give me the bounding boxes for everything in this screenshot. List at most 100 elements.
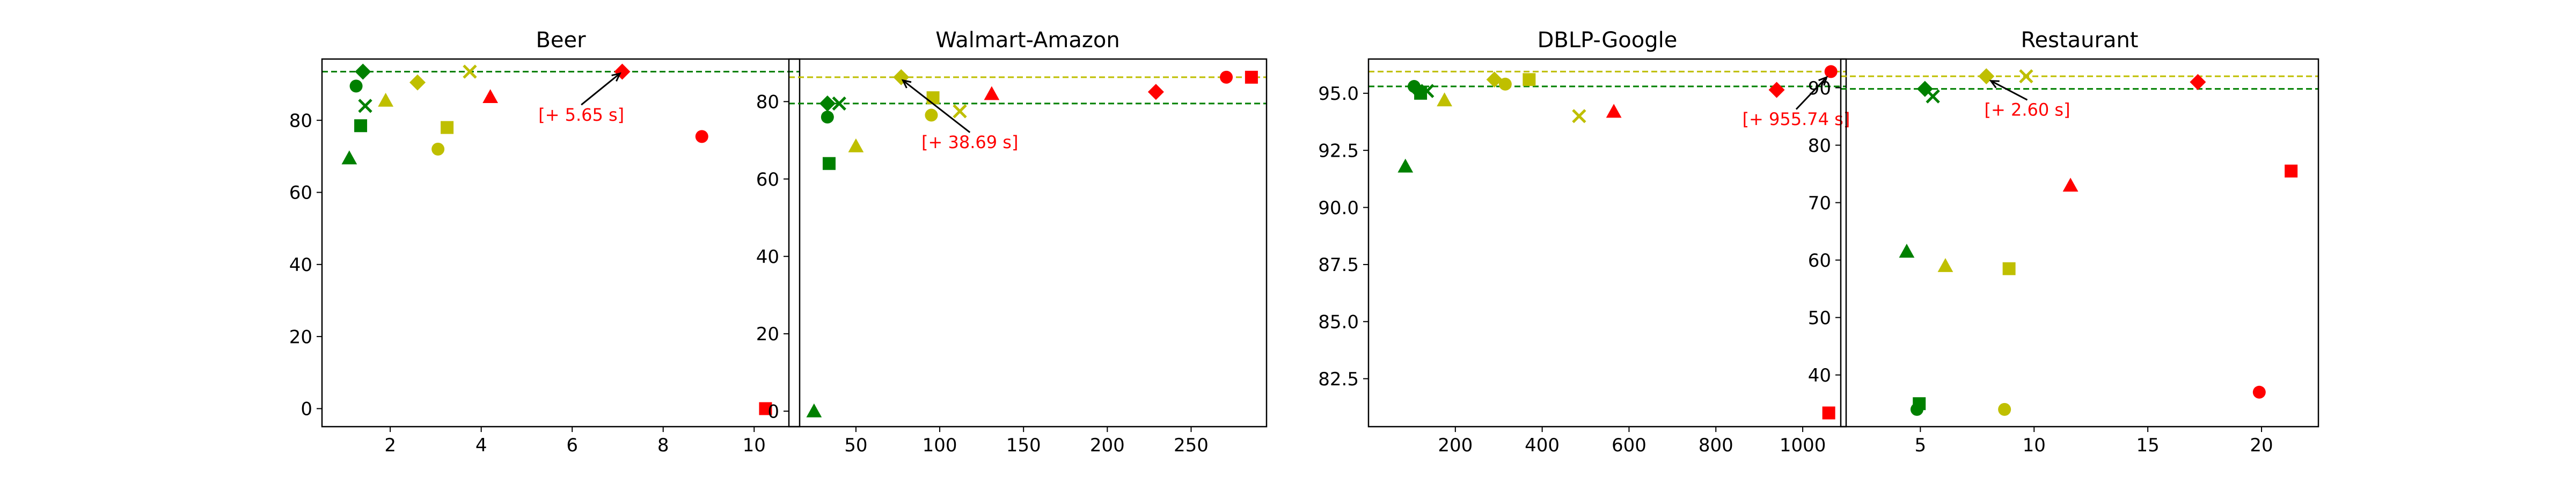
point-triangle [1437, 92, 1452, 107]
y-tick-label: 80 [1808, 135, 1831, 157]
x-tick-label: 5 [1915, 435, 1927, 456]
point-square [1822, 406, 1835, 420]
point-triangle [1899, 244, 1915, 258]
annotation-label: [+ 38.69 s] [921, 132, 1018, 152]
point-x [1420, 84, 1435, 98]
chart-title: DBLP-Google [1538, 28, 1678, 53]
y-tick-label: 95.0 [1318, 83, 1359, 105]
annotation-arrow [1990, 80, 2028, 101]
annotation-arrow [902, 79, 971, 133]
chart-panel: Walmart-Amazon [+ 38.69 s] 50 100 150 200 250 0… [756, 28, 1268, 456]
y-tick-label: 40 [756, 246, 779, 268]
point-diamond [614, 63, 631, 80]
x-tick-label: 150 [1006, 435, 1041, 456]
point-triangle [2062, 178, 2079, 192]
point-square [759, 402, 772, 415]
point-circle [695, 130, 708, 143]
point-diamond [2190, 74, 2206, 90]
x-tick-label: 6 [566, 435, 578, 456]
point-circle [1824, 65, 1838, 78]
point-diamond [819, 95, 836, 112]
point-triangle [378, 92, 394, 107]
y-tick-label: 60 [1808, 250, 1831, 272]
point-square [354, 119, 368, 133]
point-x [832, 96, 846, 111]
x-tick-label: 15 [2136, 435, 2160, 456]
y-tick-label: 40 [289, 254, 312, 276]
y-tick-label: 90.0 [1318, 197, 1359, 219]
point-diamond [1147, 84, 1164, 100]
y-tick-label: 87.5 [1318, 254, 1359, 276]
point-triangle [341, 150, 357, 165]
y-tick-label: 70 [1808, 193, 1831, 214]
x-tick-label: 200 [1438, 435, 1473, 456]
y-tick-label: 92.5 [1318, 140, 1359, 162]
axes-frame [788, 58, 1268, 428]
point-circle [925, 108, 938, 122]
point-triangle [482, 89, 499, 104]
x-tick-label: 100 [923, 435, 957, 456]
point-square [822, 157, 836, 170]
point-diamond [1486, 71, 1503, 88]
y-tick-label: 50 [1808, 308, 1831, 329]
point-triangle [1606, 104, 1622, 118]
chart-title: Walmart-Amazon [935, 28, 1119, 53]
y-tick-label: 90 [1808, 78, 1831, 99]
y-tick-label: 20 [756, 324, 779, 345]
point-circle [349, 79, 363, 93]
point-square [2002, 262, 2016, 275]
plot-area [1841, 68, 2318, 416]
axes-frame [321, 58, 801, 428]
y-tick-label: 80 [756, 92, 779, 113]
point-triangle [848, 138, 864, 152]
point-square [926, 91, 940, 105]
point-circle [2252, 385, 2266, 399]
point-diamond [1408, 80, 1424, 97]
x-tick-label: 250 [1174, 435, 1209, 456]
x-tick-label: 600 [1612, 435, 1646, 456]
point-square [1245, 70, 1258, 84]
point-circle [431, 142, 445, 156]
chart-panel: Restaurant [+ 2.60 s] 5 10 15 20 40 50 60 70 80 90 [1808, 28, 2319, 456]
point-triangle [1397, 158, 1414, 173]
axes-frame [1367, 58, 1847, 428]
x-tick-label: 10 [2023, 435, 2046, 456]
annotation-label: [+ 5.65 s] [538, 105, 624, 125]
annotation-arrow [581, 72, 621, 106]
x-tick-label: 2 [384, 435, 396, 456]
annotation-label: [+ 955.74 s] [1743, 109, 1850, 129]
plot-area [789, 69, 1267, 418]
point-diamond [355, 63, 371, 80]
x-tick-label: 50 [844, 435, 867, 456]
plot-area [322, 63, 800, 415]
point-x [2019, 69, 2033, 84]
point-circle [1220, 70, 1233, 84]
chart-title: Beer [536, 28, 586, 53]
y-tick-label: 0 [301, 399, 312, 420]
point-x [1926, 89, 1940, 104]
annotation-arrowhead [901, 79, 912, 89]
point-diamond [409, 74, 426, 91]
x-tick-label: 8 [657, 435, 669, 456]
point-x [463, 64, 477, 79]
axes-frame [1840, 58, 2319, 428]
annotation-arrowhead [1989, 80, 2000, 89]
point-square [441, 121, 454, 134]
chart-panel: DBLP-Google [+ 955.74 s] 200 400 600 800 1000 8… [1318, 28, 1850, 456]
point-circle [1998, 402, 2011, 416]
y-tick-label: 0 [767, 401, 779, 422]
point-x [1572, 109, 1586, 123]
point-circle [821, 111, 834, 124]
y-tick-label: 80 [289, 110, 312, 131]
point-square [1523, 73, 1536, 86]
x-tick-label: 400 [1525, 435, 1560, 456]
annotation-arrow [1795, 77, 1827, 110]
point-square [2285, 164, 2298, 178]
annotation-arrowhead [1818, 76, 1828, 86]
point-diamond [1768, 82, 1785, 98]
y-tick-label: 20 [289, 326, 312, 348]
point-square [1913, 397, 1926, 411]
x-tick-label: 1000 [1780, 435, 1826, 456]
x-tick-label: 4 [475, 435, 487, 456]
